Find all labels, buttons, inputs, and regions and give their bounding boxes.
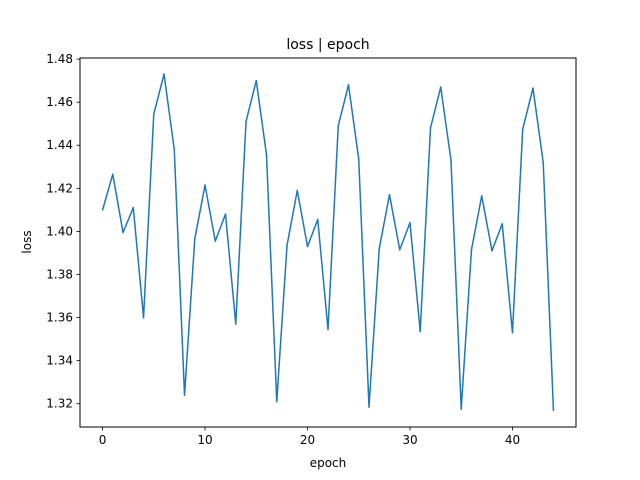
data-point (224, 213, 227, 215)
data-point (193, 238, 196, 240)
data-point (245, 120, 247, 123)
data-point (234, 323, 237, 325)
y-axis: 1.32 1.34 1.36 1.38 1.40 1.42 1.44 1.46 1.48 (46, 52, 80, 411)
y-tick-label: 1.46 (46, 95, 73, 109)
data-point (480, 195, 483, 197)
data-point (152, 113, 155, 115)
data-point (491, 249, 493, 252)
data-point (521, 128, 524, 130)
data-point (368, 406, 370, 408)
data-point (511, 331, 514, 334)
y-tick-label: 1.32 (46, 397, 73, 411)
data-point (419, 330, 422, 333)
data-point (429, 127, 432, 129)
x-tick-label: 30 (402, 433, 417, 447)
data-point (265, 154, 268, 156)
data-point (532, 87, 534, 89)
data-point (409, 221, 411, 224)
data-point (542, 161, 545, 164)
data-point (101, 209, 104, 211)
data-point (460, 408, 463, 410)
data-points (101, 73, 555, 412)
data-point (142, 316, 145, 319)
data-point (337, 125, 340, 127)
data-point (163, 73, 165, 75)
data-point (306, 245, 309, 248)
y-tick-label: 1.40 (46, 224, 73, 238)
y-tick-label: 1.42 (46, 181, 73, 195)
x-axis-label: epoch (310, 456, 347, 470)
data-point (296, 189, 299, 192)
data-point (398, 248, 401, 251)
data-point (275, 400, 278, 403)
data-point (501, 223, 504, 225)
y-tick-label: 1.48 (46, 52, 73, 66)
data-point (286, 244, 288, 247)
data-point (173, 148, 176, 151)
y-tick-label: 1.34 (46, 354, 73, 368)
data-point (347, 84, 350, 86)
data-point (111, 173, 114, 176)
data-point (327, 328, 329, 331)
loss-series-line (101, 73, 555, 411)
data-point (204, 184, 206, 186)
data-point (357, 158, 360, 161)
plot-frame (79, 57, 577, 428)
y-tick-label: 1.36 (46, 311, 73, 325)
x-tick-label: 20 (300, 433, 315, 447)
data-point (132, 206, 135, 209)
y-axis-label: loss (20, 230, 34, 253)
x-axis: 0 10 20 30 40 (99, 427, 520, 447)
x-tick-label: 0 (99, 433, 107, 447)
data-point (552, 409, 555, 412)
data-point (183, 394, 186, 396)
y-tick-label: 1.44 (46, 138, 73, 152)
data-point (439, 86, 442, 88)
data-point (214, 240, 217, 242)
chart-title: loss | epoch (286, 37, 369, 53)
data-point (316, 218, 319, 221)
data-point (388, 193, 391, 196)
data-point (122, 231, 124, 234)
x-tick-label: 40 (505, 433, 520, 447)
data-point (450, 159, 452, 162)
data-point (378, 247, 381, 250)
data-point (470, 248, 473, 251)
data-point (255, 79, 258, 82)
y-tick-label: 1.38 (46, 267, 73, 281)
x-tick-label: 10 (197, 433, 212, 447)
